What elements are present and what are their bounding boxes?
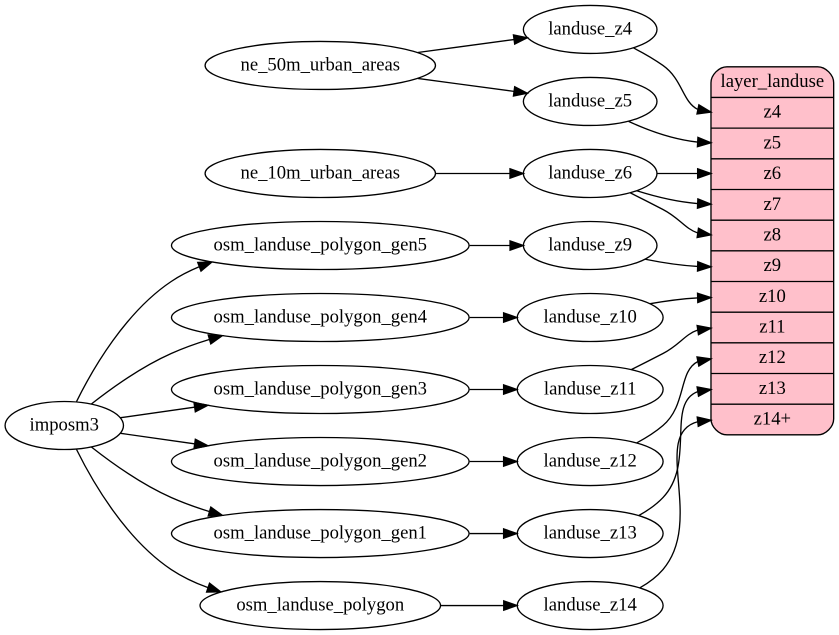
svg-text:osm_landuse_polygon_gen2: osm_landuse_polygon_gen2 <box>214 450 428 471</box>
svg-text:landuse_z9: landuse_z9 <box>548 234 632 255</box>
svg-text:z9: z9 <box>764 255 782 276</box>
svg-text:z12: z12 <box>759 347 786 368</box>
svg-text:ne_10m_urban_areas: ne_10m_urban_areas <box>241 162 401 183</box>
svg-text:z4: z4 <box>764 102 782 123</box>
svg-text:layer_landuse: layer_landuse <box>721 71 825 92</box>
svg-text:z13: z13 <box>759 378 786 399</box>
svg-text:z11: z11 <box>759 316 785 337</box>
svg-text:landuse_z6: landuse_z6 <box>548 162 632 183</box>
svg-text:z10: z10 <box>759 286 786 307</box>
svg-text:landuse_z10: landuse_z10 <box>544 306 637 327</box>
svg-text:z6: z6 <box>764 163 782 184</box>
svg-text:landuse_z13: landuse_z13 <box>544 522 637 543</box>
svg-text:imposm3: imposm3 <box>30 414 99 435</box>
svg-text:osm_landuse_polygon_gen4: osm_landuse_polygon_gen4 <box>214 306 428 327</box>
svg-text:ne_50m_urban_areas: ne_50m_urban_areas <box>241 54 401 75</box>
svg-text:landuse_z4: landuse_z4 <box>548 18 633 39</box>
svg-text:z7: z7 <box>764 194 782 215</box>
svg-text:landuse_z11: landuse_z11 <box>544 378 637 399</box>
svg-text:landuse_z14: landuse_z14 <box>544 594 638 615</box>
svg-text:osm_landuse_polygon: osm_landuse_polygon <box>236 594 405 615</box>
svg-text:z14+: z14+ <box>754 408 791 429</box>
svg-text:osm_landuse_polygon_gen1: osm_landuse_polygon_gen1 <box>214 522 428 543</box>
svg-text:z8: z8 <box>764 224 782 245</box>
svg-text:z5: z5 <box>764 132 782 153</box>
svg-text:landuse_z12: landuse_z12 <box>544 450 637 471</box>
svg-text:landuse_z5: landuse_z5 <box>548 90 632 111</box>
svg-text:osm_landuse_polygon_gen3: osm_landuse_polygon_gen3 <box>214 378 428 399</box>
svg-text:osm_landuse_polygon_gen5: osm_landuse_polygon_gen5 <box>214 234 428 255</box>
